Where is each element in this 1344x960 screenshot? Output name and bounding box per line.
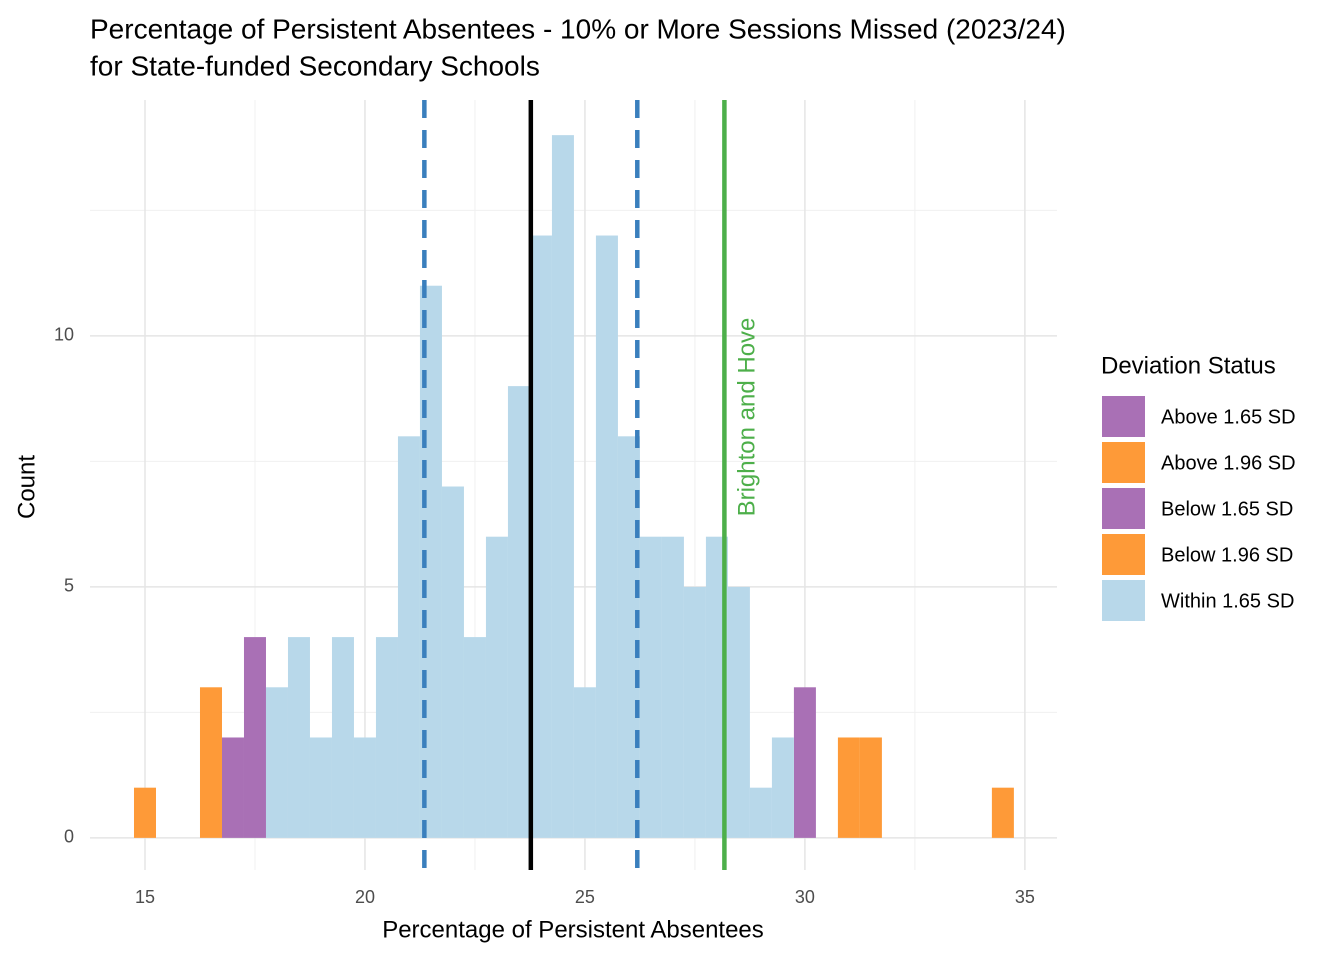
chart-title: for State-funded Secondary Schools (90, 50, 540, 81)
histogram-bar (199, 687, 222, 838)
reference-label: Brighton and Hove (734, 318, 761, 517)
histogram-bar (749, 787, 772, 838)
histogram-bar (859, 737, 882, 838)
histogram-bar (485, 536, 508, 838)
legend-title: Deviation Status (1101, 352, 1276, 379)
histogram-bar (573, 687, 596, 838)
histogram-bar (683, 586, 706, 838)
legend-key (1102, 534, 1145, 575)
histogram-bar (463, 637, 486, 838)
x-tick-label: 25 (575, 887, 595, 907)
histogram-bar (727, 586, 750, 838)
legend-label: Below 1.96 SD (1161, 544, 1293, 566)
x-tick-label: 35 (1015, 887, 1035, 907)
x-tick-label: 30 (795, 887, 815, 907)
chart-title: Percentage of Persistent Absentees - 10%… (90, 13, 1066, 44)
legend-key (1102, 580, 1145, 621)
histogram-bar (133, 787, 156, 838)
histogram-bar (837, 737, 860, 838)
legend-label: Above 1.96 SD (1161, 452, 1296, 474)
y-tick-label: 10 (54, 325, 74, 345)
histogram-bar (551, 135, 574, 838)
histogram-bar (793, 687, 816, 838)
histogram-bar (375, 637, 398, 838)
histogram-bar (243, 637, 266, 838)
histogram-bar (441, 486, 464, 838)
histogram-bar (991, 787, 1014, 838)
histogram-bar (287, 637, 310, 838)
legend-label: Below 1.65 SD (1161, 498, 1293, 520)
y-axis-label: Count (13, 455, 40, 519)
x-axis-label: Percentage of Persistent Absentees (382, 916, 764, 943)
x-tick-label: 20 (355, 887, 375, 907)
histogram-bar (331, 637, 354, 838)
legend-key (1102, 396, 1145, 437)
legend-label: Above 1.65 SD (1161, 406, 1296, 428)
histogram-bar (419, 285, 442, 838)
histogram-bar (353, 737, 376, 838)
y-tick-label: 0 (64, 827, 74, 847)
legend-key (1102, 442, 1145, 483)
legend-label: Within 1.65 SD (1161, 590, 1294, 612)
histogram-bar (309, 737, 332, 838)
histogram-bar (529, 235, 552, 838)
histogram-bar (397, 436, 420, 838)
histogram-bar (221, 737, 244, 838)
histogram-bar (595, 235, 618, 838)
histogram-bar (661, 536, 684, 838)
histogram-bar (507, 386, 530, 838)
histogram-bar (617, 436, 640, 838)
histogram-bar (639, 536, 662, 838)
histogram-bar (265, 687, 288, 838)
x-tick-label: 15 (135, 887, 155, 907)
legend-key (1102, 488, 1145, 529)
histogram-bar (771, 737, 794, 838)
y-tick-label: 5 (64, 576, 74, 596)
